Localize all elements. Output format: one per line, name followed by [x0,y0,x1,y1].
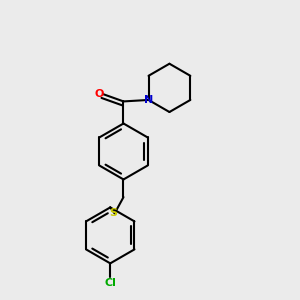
Text: N: N [144,95,153,105]
Text: Cl: Cl [104,278,116,287]
Text: O: O [94,89,104,99]
Text: S: S [109,208,117,218]
